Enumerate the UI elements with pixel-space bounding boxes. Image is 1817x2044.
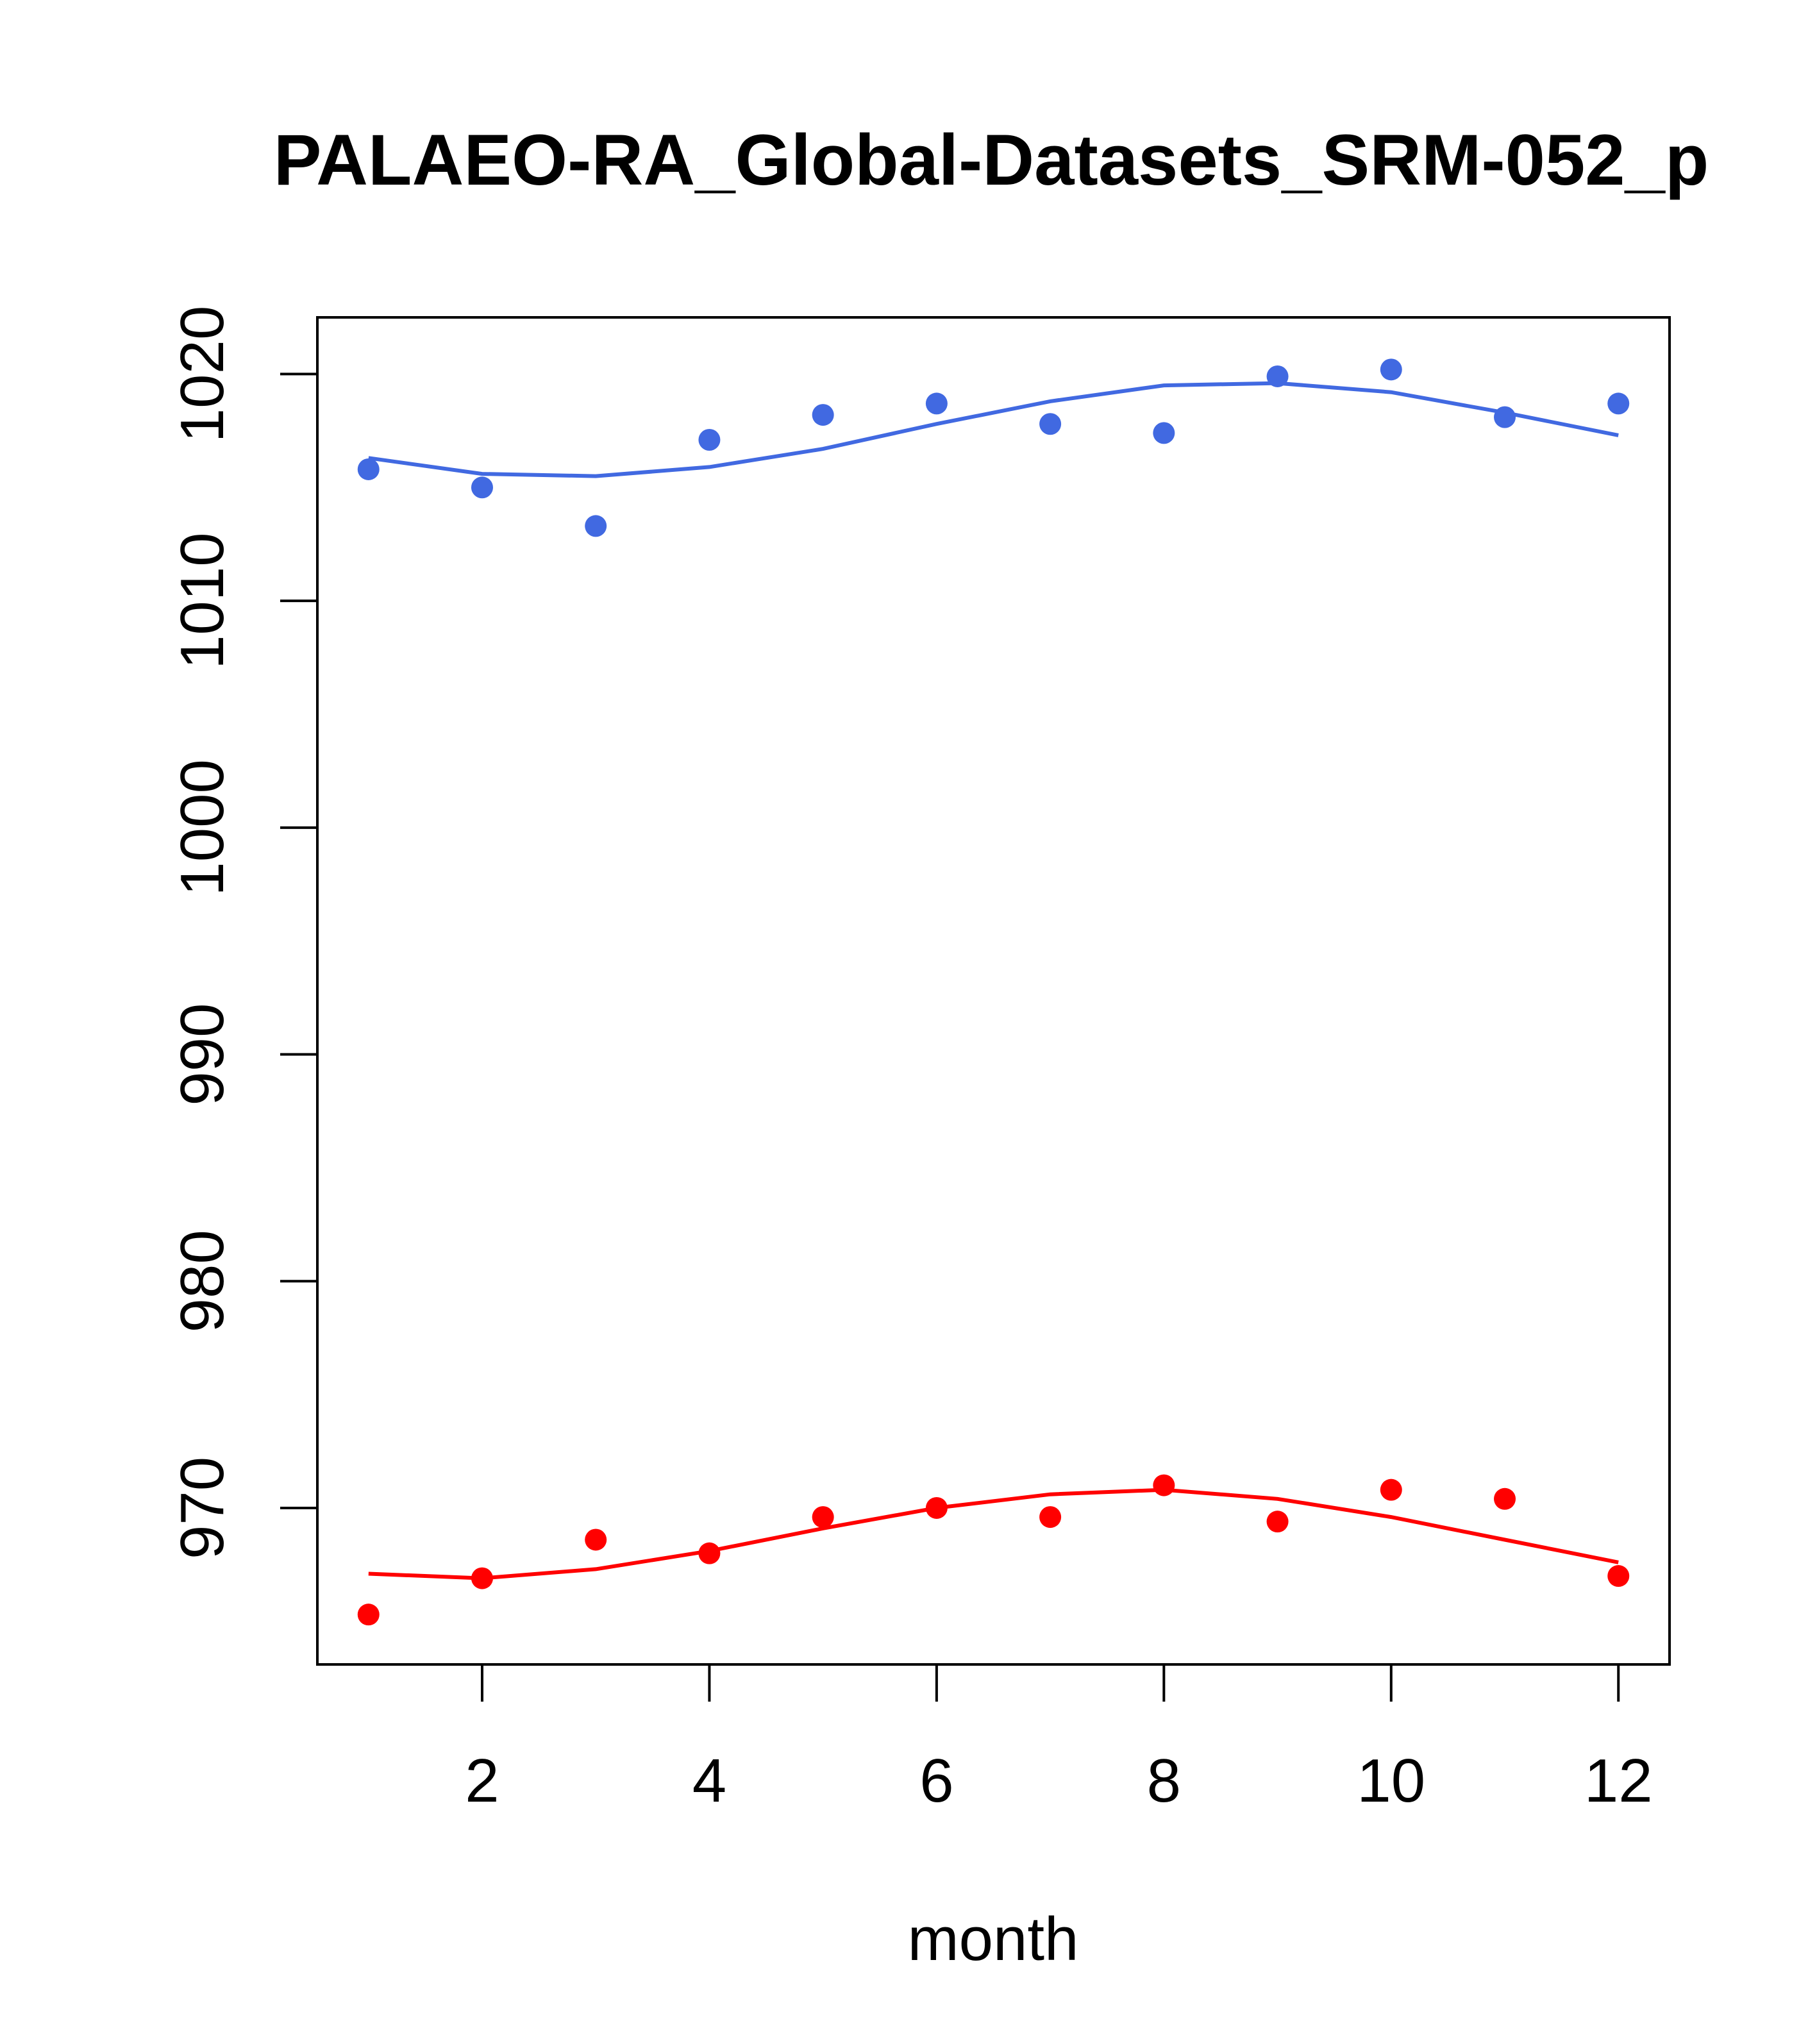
series-lower-point (1266, 1511, 1289, 1533)
y-tick-label: 1020 (168, 306, 237, 443)
series-upper (357, 358, 1630, 537)
series-lower-point (585, 1529, 607, 1551)
series-upper-point (471, 476, 493, 499)
series-lower-line (368, 1487, 1619, 1580)
series-upper-point (1607, 392, 1630, 415)
series-upper-point (1266, 365, 1289, 387)
x-axis: 2 4 6 8 10 12 (465, 1663, 1653, 1815)
series-upper-point (1039, 413, 1062, 435)
series-upper-point (1380, 358, 1402, 381)
x-axis-title: month (908, 1905, 1079, 1973)
plot-area-frame (316, 316, 1671, 1666)
series-upper-line (368, 381, 1619, 478)
series-upper-point (698, 429, 721, 451)
series-lower-point (812, 1506, 834, 1529)
y-tick-label: 990 (168, 1003, 237, 1105)
series-lower-point (357, 1604, 380, 1626)
series-lower-point (925, 1496, 948, 1519)
series-upper-point (585, 515, 607, 537)
series-lower-point (1153, 1474, 1175, 1496)
series-upper-point (1153, 422, 1175, 444)
series-lower (357, 1474, 1630, 1626)
series-upper-point (1494, 406, 1516, 428)
y-tick-label: 970 (168, 1457, 237, 1559)
y-tick-label: 980 (168, 1230, 237, 1332)
chart-title: PALAEO-RA_Global-Datasets_SRM-052_p (274, 120, 1709, 200)
series-upper-point (925, 392, 948, 415)
series-lower-point (1607, 1565, 1630, 1587)
series-upper-point (357, 458, 380, 480)
series-lower-point (1039, 1506, 1062, 1529)
y-tick-label: 1010 (168, 532, 237, 669)
y-tick-label: 1000 (168, 759, 237, 896)
x-tick-label: 4 (692, 1747, 726, 1815)
series-lower-point (471, 1567, 493, 1589)
series-lower-point (1380, 1479, 1402, 1501)
y-axis: 970 980 990 1000 1010 1020 (168, 306, 319, 1559)
series-layer (357, 358, 1630, 1626)
series-upper-point (812, 404, 834, 426)
x-tick-label: 8 (1147, 1747, 1181, 1815)
x-tick-label: 10 (1357, 1747, 1425, 1815)
series-lower-point (698, 1542, 721, 1564)
series-lower-point (1494, 1487, 1516, 1510)
x-tick-label: 12 (1584, 1747, 1653, 1815)
x-tick-label: 6 (919, 1747, 953, 1815)
x-tick-label: 2 (465, 1747, 499, 1815)
